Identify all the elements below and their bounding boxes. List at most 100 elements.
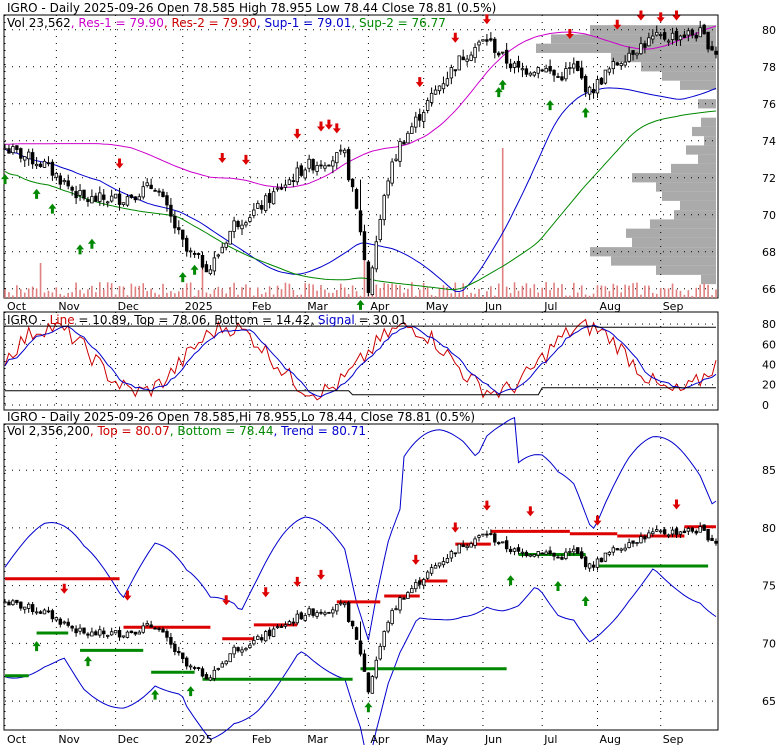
candle-body (129, 194, 134, 198)
price-candles (3, 20, 718, 695)
candle-body (651, 531, 655, 535)
candle-body (643, 43, 647, 48)
subtitle-part: Top (133, 313, 154, 327)
candle-body (576, 547, 580, 554)
volume-bar (474, 293, 476, 298)
profile-bar (641, 62, 716, 72)
volume-bar (264, 292, 267, 298)
candle-body (66, 180, 70, 187)
volume-bar (422, 283, 425, 298)
candle-body (504, 540, 509, 550)
candle-body (500, 51, 505, 54)
candle-body (540, 69, 544, 72)
candle-body (599, 77, 604, 85)
sell-arrow-icon (672, 499, 681, 510)
sell-arrow-icon (317, 121, 325, 132)
sell-arrow-icon (241, 154, 250, 165)
candle-body (165, 195, 169, 206)
sell-arrow-icon (218, 152, 227, 163)
trend-panel-title: IGRO - Daily 2025-09-26 Open 78.585,Hi 7… (7, 410, 475, 424)
profile-bar (626, 228, 716, 238)
candle-body (350, 178, 355, 188)
candle-body (145, 623, 149, 626)
candle-body (228, 653, 232, 663)
candle-body (497, 542, 501, 545)
candle-body (512, 62, 517, 68)
volume-bars (4, 148, 717, 298)
candle-body (639, 43, 643, 55)
candle-body (74, 628, 78, 634)
candle-body (694, 34, 698, 39)
candle-body (327, 164, 331, 167)
resistance-line (5, 25, 717, 188)
buy-arrow-icon (494, 87, 503, 98)
volume-bar (233, 282, 235, 298)
candle-body (433, 565, 438, 569)
sell-arrow-icon (672, 10, 681, 21)
volume-bar (545, 282, 547, 298)
candle-body (655, 31, 659, 36)
candle-body (23, 156, 27, 161)
candle-body (244, 647, 248, 651)
volume-bar (683, 294, 686, 298)
candle-body (260, 205, 264, 210)
volume-bar (715, 289, 717, 298)
candle-body (690, 527, 694, 532)
candle-body (319, 164, 323, 167)
profile-bar (680, 200, 716, 211)
profile-bar (698, 154, 716, 164)
candle-body (38, 611, 43, 614)
price-y-tick: 74 (762, 135, 776, 148)
trend-x-tick: Sep (663, 733, 684, 745)
buy-arrow-icon (48, 203, 57, 214)
candle-body (516, 547, 521, 552)
sell-arrow-icon (565, 29, 574, 40)
volume-bar (588, 295, 591, 298)
candle-body (520, 551, 525, 554)
volume-bar (517, 290, 520, 298)
candle-body (532, 554, 536, 557)
candle-body (394, 608, 398, 611)
candle-body (346, 602, 351, 622)
volume-bar (537, 292, 540, 298)
candle-body (236, 647, 240, 652)
volume-bar (16, 285, 18, 298)
volume-bar (655, 293, 658, 298)
candle-body (603, 69, 608, 84)
candle-body (240, 224, 244, 230)
candle-body (50, 161, 55, 176)
candle-body (536, 67, 540, 74)
volume-bar (652, 292, 654, 298)
candle-body (339, 602, 343, 605)
candle-body (165, 631, 169, 638)
trend-y-tick: 65 (762, 695, 776, 708)
candle-body (7, 148, 11, 154)
volume-bar (296, 295, 299, 298)
volume-bar (442, 285, 445, 298)
candle-body (200, 668, 205, 677)
candle-body (714, 50, 718, 55)
candle-body (524, 551, 529, 557)
candle-body (275, 626, 280, 629)
volume-bar (640, 294, 642, 298)
candle-body (532, 71, 536, 76)
candle-body (78, 627, 82, 632)
candle-body (327, 611, 331, 614)
candle-body (595, 79, 600, 94)
candle-body (611, 61, 615, 70)
candle-body (580, 551, 584, 559)
volume-bar (95, 292, 97, 298)
candle-body (208, 269, 213, 274)
sell-arrow-icon (636, 10, 645, 21)
trend-band-upper (4, 416, 717, 641)
candle-body (303, 169, 307, 179)
sell-arrow-icon (115, 158, 124, 169)
candle-body (429, 92, 434, 103)
candle-body (619, 63, 623, 66)
candle-body (504, 49, 509, 64)
oscillator-y-tick: 40 (762, 359, 776, 372)
candle-body (414, 582, 418, 590)
candle-body (516, 60, 521, 68)
trend-y-tick: 80 (762, 522, 776, 535)
candle-body (271, 628, 276, 637)
